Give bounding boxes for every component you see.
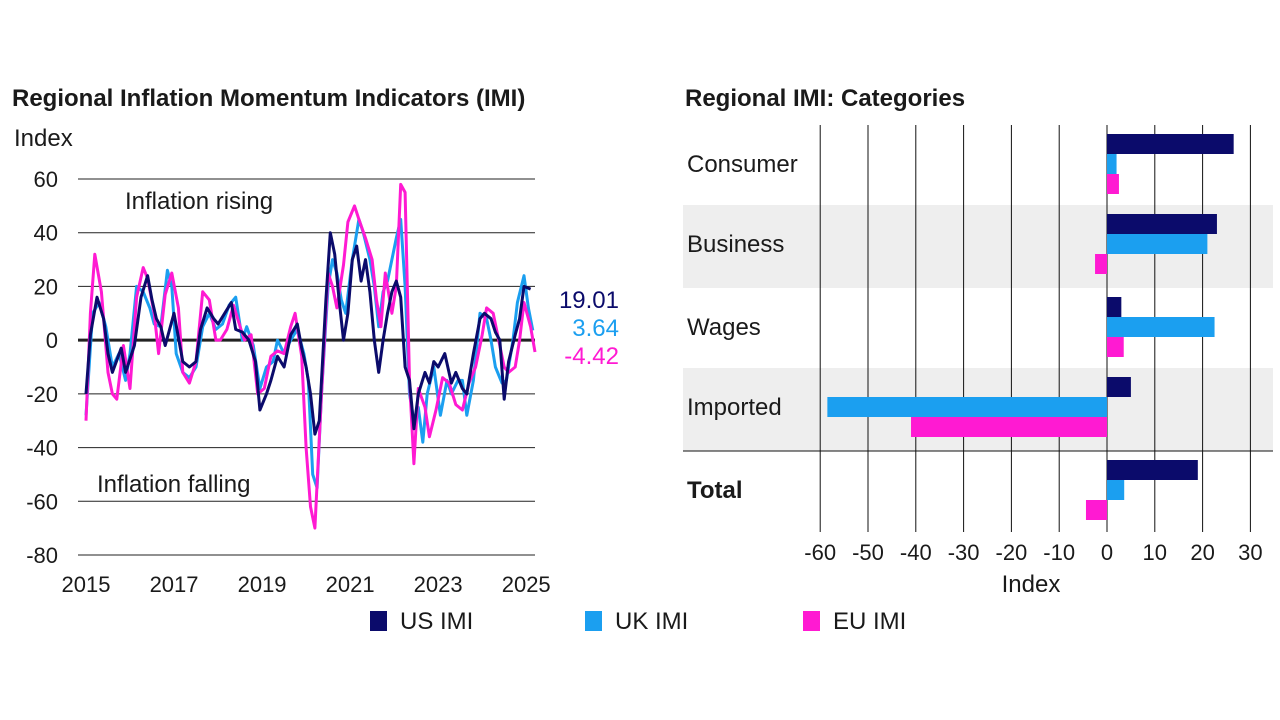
bar-imported-eu-imi <box>911 417 1107 437</box>
end-value-label: -4.42 <box>564 343 619 370</box>
bar-wages-us-imi <box>1107 297 1122 317</box>
y-tick-label: 0 <box>46 328 58 353</box>
bar-chart-x-axis-label: Index <box>1002 571 1061 598</box>
category-label: Total <box>687 477 743 504</box>
series-line-us-imi <box>84 231 532 436</box>
end-value-label: 3.64 <box>572 315 619 342</box>
y-tick-label: -20 <box>26 382 58 407</box>
line-chart-x-ticks: 2015 2017 2019 2021 2023 2025 <box>62 572 551 597</box>
legend-swatch <box>585 611 602 631</box>
bar-chart: Regional IMI: Categories Consumer Busines… <box>683 85 1273 598</box>
category-label: Wages <box>687 314 761 341</box>
bar-business-uk-imi <box>1107 234 1208 254</box>
legend-label: UK IMI <box>615 608 688 635</box>
line-chart-y-axis-label: Index <box>14 125 73 152</box>
y-tick-label: -80 <box>26 543 58 568</box>
y-tick-label: 60 <box>34 167 58 192</box>
legend-item: EU IMI <box>803 608 906 635</box>
bar-consumer-us-imi <box>1107 134 1234 154</box>
bar-consumer-uk-imi <box>1107 154 1117 174</box>
bar-chart-x-ticks: -60 -50 -40 -30 -20 -10 0 10 20 30 <box>804 540 1262 565</box>
bar-imported-uk-imi <box>827 397 1107 417</box>
bar-imported-us-imi <box>1107 377 1131 397</box>
x-tick-label: -10 <box>1043 540 1075 565</box>
legend: US IMI UK IMI EU IMI <box>370 608 906 635</box>
bar-total-us-imi <box>1107 460 1198 480</box>
bar-wages-eu-imi <box>1107 337 1124 357</box>
bar-wages-uk-imi <box>1107 317 1215 337</box>
category-label: Business <box>687 231 784 258</box>
x-tick-label: 2025 <box>502 572 551 597</box>
legend-item: UK IMI <box>585 608 688 635</box>
annotation-inflation-falling: Inflation falling <box>97 471 250 498</box>
legend-item: US IMI <box>370 608 473 635</box>
bar-chart-title: Regional IMI: Categories <box>685 85 965 112</box>
bar-business-us-imi <box>1107 214 1217 234</box>
bar-chart-bars <box>827 134 1234 520</box>
y-tick-label: 40 <box>34 221 58 246</box>
x-tick-label: -50 <box>852 540 884 565</box>
annotation-inflation-rising: Inflation rising <box>125 188 273 215</box>
legend-swatch <box>803 611 820 631</box>
x-tick-label: -20 <box>996 540 1028 565</box>
y-tick-label: -60 <box>26 489 58 514</box>
x-tick-label: 10 <box>1143 540 1167 565</box>
x-tick-label: -60 <box>804 540 836 565</box>
series-line-eu-imi <box>84 182 537 530</box>
line-chart-y-ticks: 60 40 20 0 -20 -40 -60 -80 <box>26 167 58 568</box>
bar-chart-category-labels: Consumer Business Wages Imported Total <box>687 151 798 504</box>
bar-business-eu-imi <box>1095 254 1107 274</box>
bar-total-eu-imi <box>1085 500 1107 520</box>
y-tick-label: -40 <box>26 436 58 461</box>
x-tick-label: 2019 <box>238 572 287 597</box>
line-chart: Regional Inflation Momentum Indicators (… <box>12 85 619 597</box>
x-tick-label: 0 <box>1101 540 1113 565</box>
line-chart-title: Regional Inflation Momentum Indicators (… <box>12 85 525 112</box>
x-tick-label: 2015 <box>62 572 111 597</box>
legend-label: EU IMI <box>833 608 906 635</box>
x-tick-label: 2021 <box>326 572 375 597</box>
bar-total-uk-imi <box>1107 480 1125 500</box>
x-tick-label: -30 <box>948 540 980 565</box>
x-tick-label: 2023 <box>414 572 463 597</box>
x-tick-label: 30 <box>1238 540 1262 565</box>
line-chart-series <box>84 182 537 530</box>
line-chart-end-labels: 19.013.64-4.42 <box>559 287 619 370</box>
y-tick-label: 20 <box>34 274 58 299</box>
category-label: Imported <box>687 394 782 421</box>
legend-label: US IMI <box>400 608 473 635</box>
x-tick-label: -40 <box>900 540 932 565</box>
x-tick-label: 20 <box>1190 540 1214 565</box>
x-tick-label: 2017 <box>150 572 199 597</box>
legend-swatch <box>370 611 387 631</box>
bar-consumer-eu-imi <box>1107 174 1119 194</box>
end-value-label: 19.01 <box>559 287 619 314</box>
category-label: Consumer <box>687 151 798 178</box>
